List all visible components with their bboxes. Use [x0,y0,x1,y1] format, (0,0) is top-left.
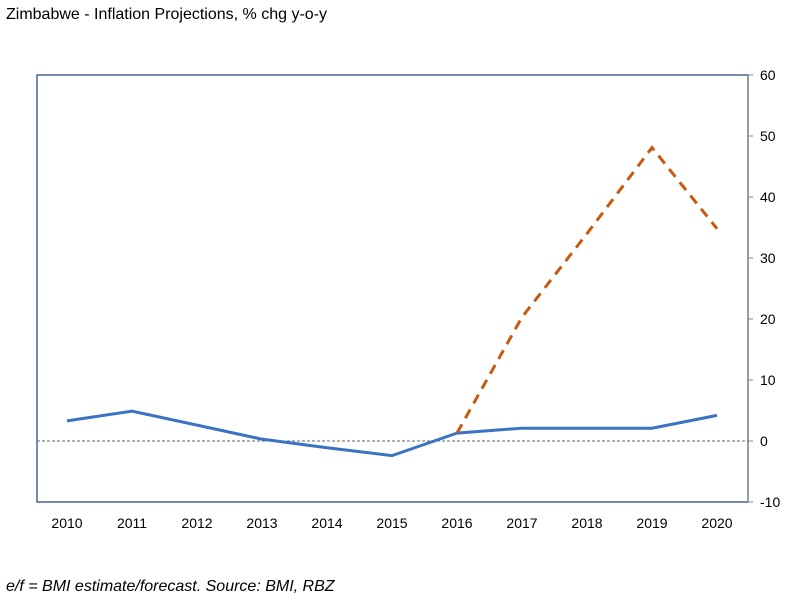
y-tick-label: 30 [760,250,776,266]
x-tick-label: 2018 [571,515,602,531]
x-tick-label: 2011 [117,515,147,531]
x-tick-label: 2016 [441,515,472,531]
y-tick-label: 40 [760,189,776,205]
x-tick-label: 2019 [636,515,667,531]
series-line-forecast [455,145,719,434]
x-tick-label: 2010 [51,515,82,531]
chart-footnote: e/f = BMI estimate/forecast. Source: BMI… [6,578,335,595]
y-tick-label: -10 [760,494,780,510]
y-tick-label: 60 [760,67,776,83]
y-tick-label: 0 [760,433,768,449]
y-tick-label: 50 [760,128,776,144]
x-tick-label: 2015 [376,515,407,531]
x-tick-label: 2020 [701,515,732,531]
series-line-actual [66,409,718,458]
y-tick-label: 10 [760,372,776,388]
chart-title: Zimbabwe - Inflation Projections, % chg … [6,6,328,23]
x-tick-label: 2012 [181,515,212,531]
y-tick-label: 20 [760,311,776,327]
plot-frame [36,74,749,503]
x-tick-label: 2013 [246,515,277,531]
x-tick-label: 2017 [506,515,537,531]
x-tick-label: 2014 [311,515,342,531]
